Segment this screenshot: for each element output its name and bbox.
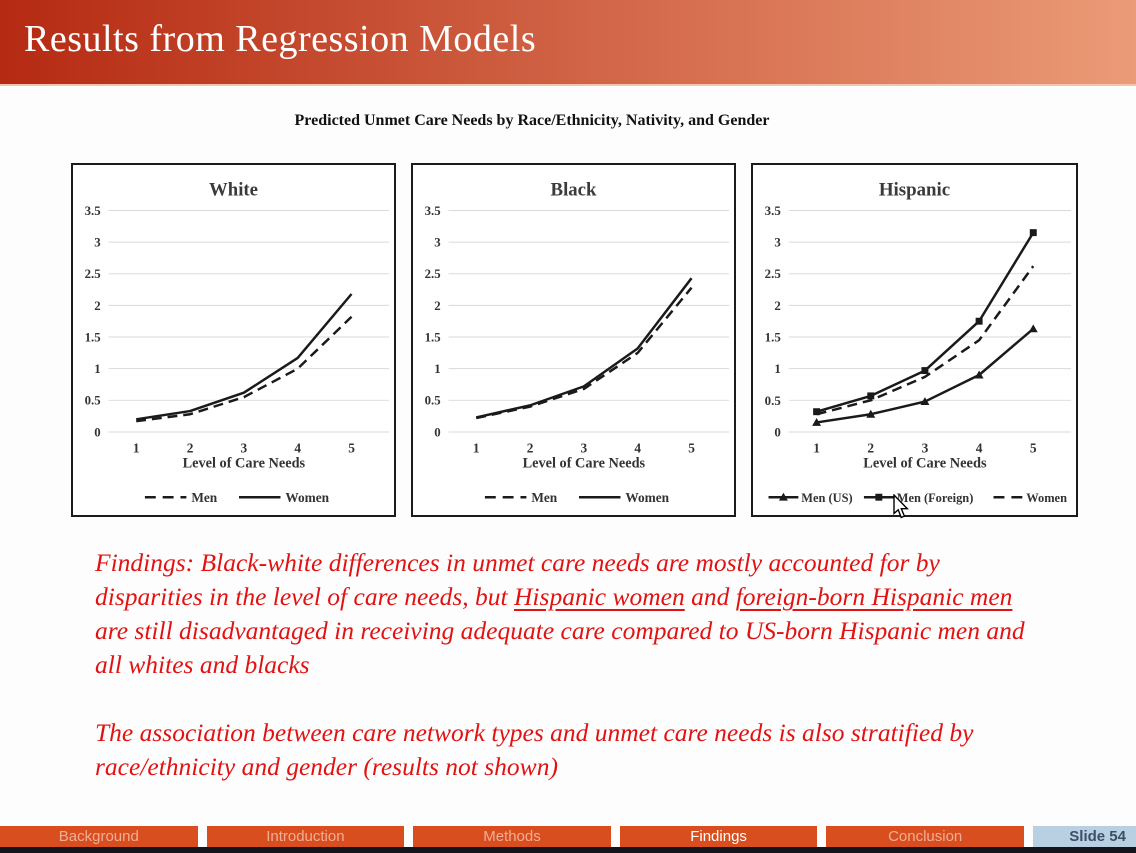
svg-text:Women: Women (625, 490, 669, 505)
chart-panel-hispanic: 0 0.5 1 1.5 2 2.5 3 3.5 Hispanic 1 2 3 4 5 Level of Ca… (751, 163, 1078, 517)
svg-text:2: 2 (434, 299, 440, 313)
svg-text:2: 2 (527, 441, 534, 456)
text-segment: and (684, 582, 736, 611)
svg-text:2: 2 (94, 299, 100, 313)
svg-text:4: 4 (294, 441, 301, 456)
svg-text:1: 1 (434, 362, 440, 376)
svg-text:1.5: 1.5 (765, 331, 781, 345)
svg-text:1: 1 (813, 441, 820, 456)
svg-text:3: 3 (434, 236, 440, 250)
findings-paragraph-1: Findings: Black-white differences in unm… (95, 546, 1043, 682)
svg-text:4: 4 (976, 441, 983, 456)
svg-text:Men (Foreign): Men (Foreign) (897, 491, 974, 505)
tab-background[interactable]: Background (0, 826, 198, 847)
svg-text:2.5: 2.5 (85, 267, 101, 281)
findings-paragraph-2: The association between care network typ… (95, 716, 1043, 784)
svg-text:3.5: 3.5 (85, 204, 101, 218)
bottom-nav: Background Introduction Methods Findings Con… (0, 826, 1136, 847)
footer-strip (0, 847, 1136, 853)
svg-text:3: 3 (94, 236, 100, 250)
svg-text:1.5: 1.5 (85, 330, 101, 344)
svg-text:0.5: 0.5 (425, 394, 441, 408)
tab-introduction[interactable]: Introduction (206, 826, 405, 847)
svg-text:5: 5 (1030, 441, 1037, 456)
svg-text:Men (US): Men (US) (801, 491, 852, 505)
hispanic-chart-svg: 0 0.5 1 1.5 2 2.5 3 3.5 Hispanic 1 2 3 4 5 Level of Ca… (765, 180, 1072, 505)
underlined-phrase: foreign-born Hispanic men (735, 582, 1013, 611)
charts-row: 0 0.5 1 1.5 2 2.5 3 3.5 White 1 2 3 4 5 Level of Care … (71, 163, 1078, 517)
underlined-phrase: Hispanic women (514, 582, 685, 611)
tab-conclusion[interactable]: Conclusion (826, 826, 1024, 847)
text-segment: are still disadvantaged in receiving ade… (95, 616, 1025, 679)
svg-text:White: White (209, 180, 258, 201)
svg-text:2: 2 (867, 441, 874, 456)
chart-panel-white: 0 0.5 1 1.5 2 2.5 3 3.5 White 1 2 3 4 5 Level of Care … (71, 163, 396, 517)
svg-text:Men: Men (191, 490, 217, 505)
figure-title: Predicted Unmet Care Needs by Race/Ethni… (294, 112, 770, 129)
svg-text:Men: Men (531, 490, 557, 505)
findings-text: Findings: Black-white differences in unm… (95, 546, 1043, 784)
svg-text:3.5: 3.5 (425, 204, 441, 218)
svg-text:2: 2 (774, 299, 780, 313)
svg-text:Level of Care Needs: Level of Care Needs (183, 456, 306, 472)
svg-text:Women: Women (285, 490, 329, 505)
svg-text:Women: Women (1026, 491, 1067, 505)
svg-text:0: 0 (774, 425, 780, 439)
svg-text:0: 0 (94, 425, 100, 439)
svg-text:2.5: 2.5 (765, 267, 781, 281)
svg-text:3: 3 (581, 441, 588, 456)
slide-number-tab: Slide 54 (1032, 826, 1136, 847)
svg-text:1: 1 (94, 362, 100, 376)
svg-text:0: 0 (434, 425, 440, 439)
slide-title: Results from Regression Models (24, 18, 537, 60)
text-segment: Findings: Black-white differences in unm… (95, 548, 940, 611)
black-chart-svg: 0 0.5 1 1.5 2 2.5 3 3.5 Black 1 2 3 4 5 Level of Care … (425, 180, 730, 505)
svg-text:5: 5 (348, 441, 355, 456)
svg-text:Hispanic: Hispanic (879, 180, 950, 201)
svg-text:1: 1 (133, 441, 140, 456)
text-segment: The association between care network typ… (95, 718, 974, 781)
white-chart-svg: 0 0.5 1 1.5 2 2.5 3 3.5 White 1 2 3 4 5 Level of Care … (85, 180, 390, 505)
svg-text:2: 2 (187, 441, 194, 456)
svg-text:0.5: 0.5 (765, 394, 781, 408)
svg-text:3: 3 (241, 441, 248, 456)
tab-findings[interactable]: Findings (619, 826, 818, 847)
svg-text:1: 1 (473, 441, 480, 456)
svg-text:3: 3 (774, 236, 780, 250)
svg-text:5: 5 (688, 441, 695, 456)
svg-text:1: 1 (774, 362, 780, 376)
svg-text:1.5: 1.5 (425, 330, 441, 344)
svg-text:Level of Care Needs: Level of Care Needs (863, 456, 987, 472)
slide-header: Results from Regression Models (0, 0, 1136, 86)
svg-text:4: 4 (634, 441, 641, 456)
svg-text:3: 3 (922, 441, 929, 456)
svg-text:3.5: 3.5 (765, 204, 781, 218)
tab-methods[interactable]: Methods (413, 826, 611, 847)
svg-text:2.5: 2.5 (425, 267, 441, 281)
svg-text:Level of Care Needs: Level of Care Needs (523, 456, 646, 472)
svg-text:Black: Black (551, 180, 597, 201)
svg-text:0.5: 0.5 (85, 394, 101, 408)
chart-panel-black: 0 0.5 1 1.5 2 2.5 3 3.5 Black 1 2 3 4 5 Level of Care … (411, 163, 736, 517)
